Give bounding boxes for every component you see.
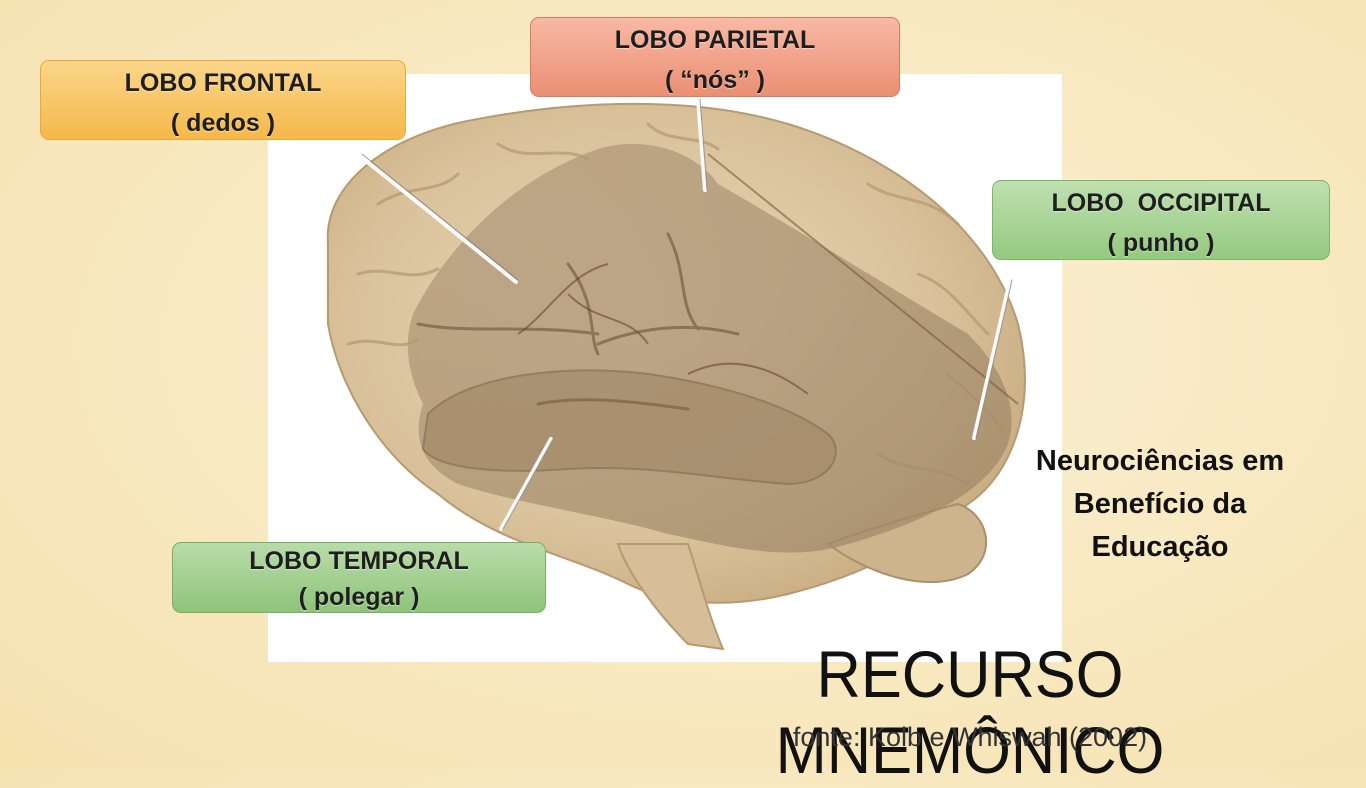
label-frontal-lobe: LOBO FRONTAL ( dedos ) xyxy=(40,60,406,140)
side-note: Neurociências em Benefício da Educação xyxy=(1000,440,1320,569)
label-temporal-lobe: LOBO TEMPORAL ( polegar ) xyxy=(172,542,546,613)
label-temporal-name: LOBO TEMPORAL xyxy=(249,547,469,575)
slide-title: RECURSO MNEMÔNICO xyxy=(775,637,1165,787)
label-frontal-name: LOBO FRONTAL xyxy=(124,69,322,97)
label-frontal-mnemonic: ( dedos ) xyxy=(170,109,276,137)
label-parietal-mnemonic: ( “nós” ) xyxy=(665,66,765,94)
label-occipital-mnemonic: ( punho ) xyxy=(1107,229,1215,257)
label-occipital-name: LOBO OCCIPITAL xyxy=(1051,189,1271,217)
side-note-line-2: Benefício da xyxy=(1073,488,1247,520)
source-citation: fonte: Kolb e Whiswah (2002) xyxy=(792,722,1148,752)
label-temporal-mnemonic: ( polegar ) xyxy=(298,583,420,611)
brain-illustration xyxy=(268,74,1062,662)
side-note-line-1: Neurociências em xyxy=(1035,445,1285,477)
label-parietal-name: LOBO PARIETAL xyxy=(614,26,816,54)
label-occipital-lobe: LOBO OCCIPITAL ( punho ) xyxy=(992,180,1330,260)
side-note-line-3: Educação xyxy=(1091,531,1229,563)
brain-drawing xyxy=(326,97,1026,651)
label-parietal-lobe: LOBO PARIETAL ( “nós” ) xyxy=(530,17,900,97)
